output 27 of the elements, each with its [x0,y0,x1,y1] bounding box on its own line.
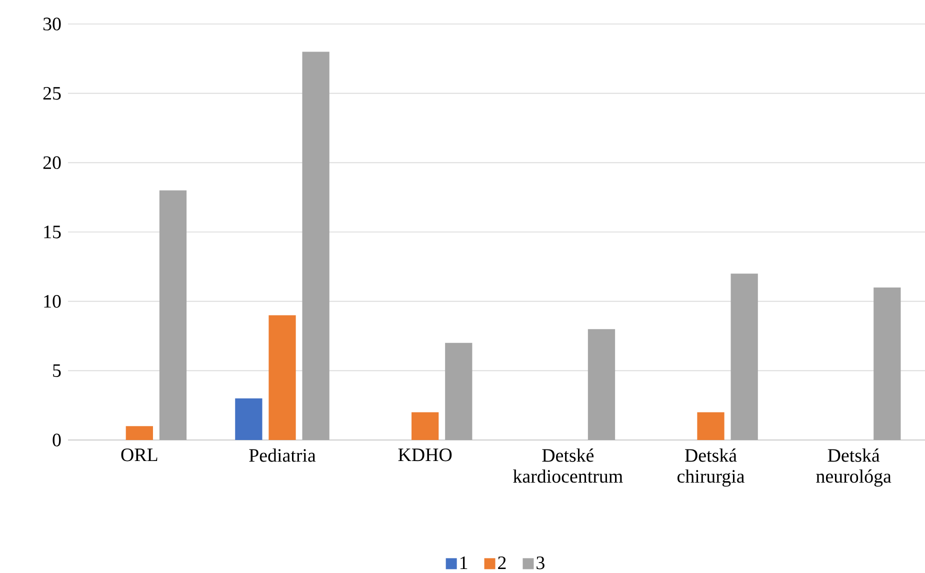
y-tick-label: 25 [43,86,61,100]
bar [268,315,296,440]
bar [159,190,187,440]
y-tick-label: 20 [43,156,61,170]
y-tick-label: 0 [52,434,61,446]
bar [874,287,901,440]
legend-label: 1 [460,556,468,570]
legend-label: 2 [498,556,506,570]
bar [697,412,724,440]
bar [302,52,330,440]
x-tick-label: Detská chirurgia [677,448,744,487]
x-tick-label: Detská neurológa [816,448,892,487]
x-tick-label: Detské kardiocentrum [513,448,623,483]
bar [730,274,758,440]
legend-label: 3 [536,556,544,570]
y-tick-label: 10 [44,294,61,308]
x-tick-label: ORL [121,448,158,462]
y-tick-label: 15 [44,226,61,238]
x-tick-label: Pediatria [249,448,316,462]
bar [445,342,472,440]
bar [235,398,262,440]
x-tick-label: KDHO [398,448,452,462]
bar [126,426,153,440]
y-tick-label: 5 [53,364,61,377]
bar [412,412,439,440]
y-tick-label: 30 [43,18,61,30]
bar [588,329,616,440]
